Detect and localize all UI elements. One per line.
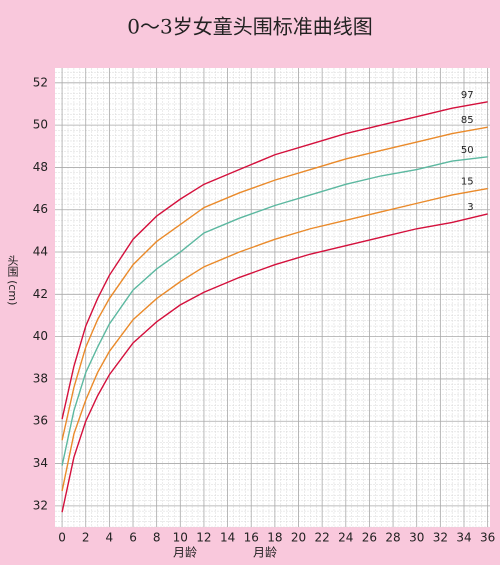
x-tick-label: 4 — [106, 531, 114, 545]
y-tick-label: 50 — [33, 118, 48, 132]
line-series — [61, 126, 488, 441]
line-series — [61, 213, 488, 513]
y-tick-label: 52 — [33, 75, 48, 89]
y-tick-label: 42 — [33, 287, 48, 301]
x-tick-label: 24 — [338, 531, 353, 545]
x-tick-label: 26 — [362, 531, 377, 545]
x-tick-label: 2 — [82, 531, 90, 545]
y-tick-label: 38 — [33, 371, 48, 385]
x-tick-label: 14 — [220, 531, 235, 545]
y-tick-label: 46 — [33, 202, 48, 216]
series-label: 3 — [467, 202, 473, 213]
x-tick-label: 34 — [456, 531, 471, 545]
x-axis-label: 月龄 — [253, 546, 277, 560]
x-tick-label: 0 — [58, 531, 66, 545]
x-tick-label: 12 — [196, 531, 211, 545]
y-tick-label: 36 — [33, 414, 48, 428]
y-axis-label: 头围 (cm) — [6, 254, 19, 305]
line-series — [61, 187, 488, 492]
y-tick-label: 40 — [33, 329, 48, 343]
series-label: 97 — [461, 90, 474, 101]
x-tick-label: 8 — [153, 531, 161, 545]
chart-title: 0～3岁女童头围标准曲线图 — [127, 15, 372, 39]
x-tick-label: 30 — [409, 531, 424, 545]
line-series — [61, 101, 488, 420]
y-tick-label: 34 — [33, 456, 48, 470]
y-tick-label: 32 — [33, 498, 48, 512]
series-label: 15 — [461, 177, 474, 188]
x-tick-label: 6 — [129, 531, 137, 545]
x-tick-label: 36 — [480, 531, 495, 545]
x-axis-label: 月龄 — [173, 546, 197, 560]
x-tick-label: 18 — [267, 531, 282, 545]
x-tick-label: 20 — [291, 531, 306, 545]
x-tick-label: 22 — [315, 531, 330, 545]
line-series — [61, 156, 488, 466]
y-tick-label: 44 — [33, 245, 48, 259]
series-label: 50 — [461, 145, 474, 156]
x-tick-label: 32 — [433, 531, 448, 545]
y-tick-label: 48 — [33, 160, 48, 174]
series-label: 85 — [461, 115, 474, 126]
x-tick-label: 28 — [385, 531, 400, 545]
x-tick-label: 16 — [244, 531, 259, 545]
x-tick-label: 10 — [173, 531, 188, 545]
